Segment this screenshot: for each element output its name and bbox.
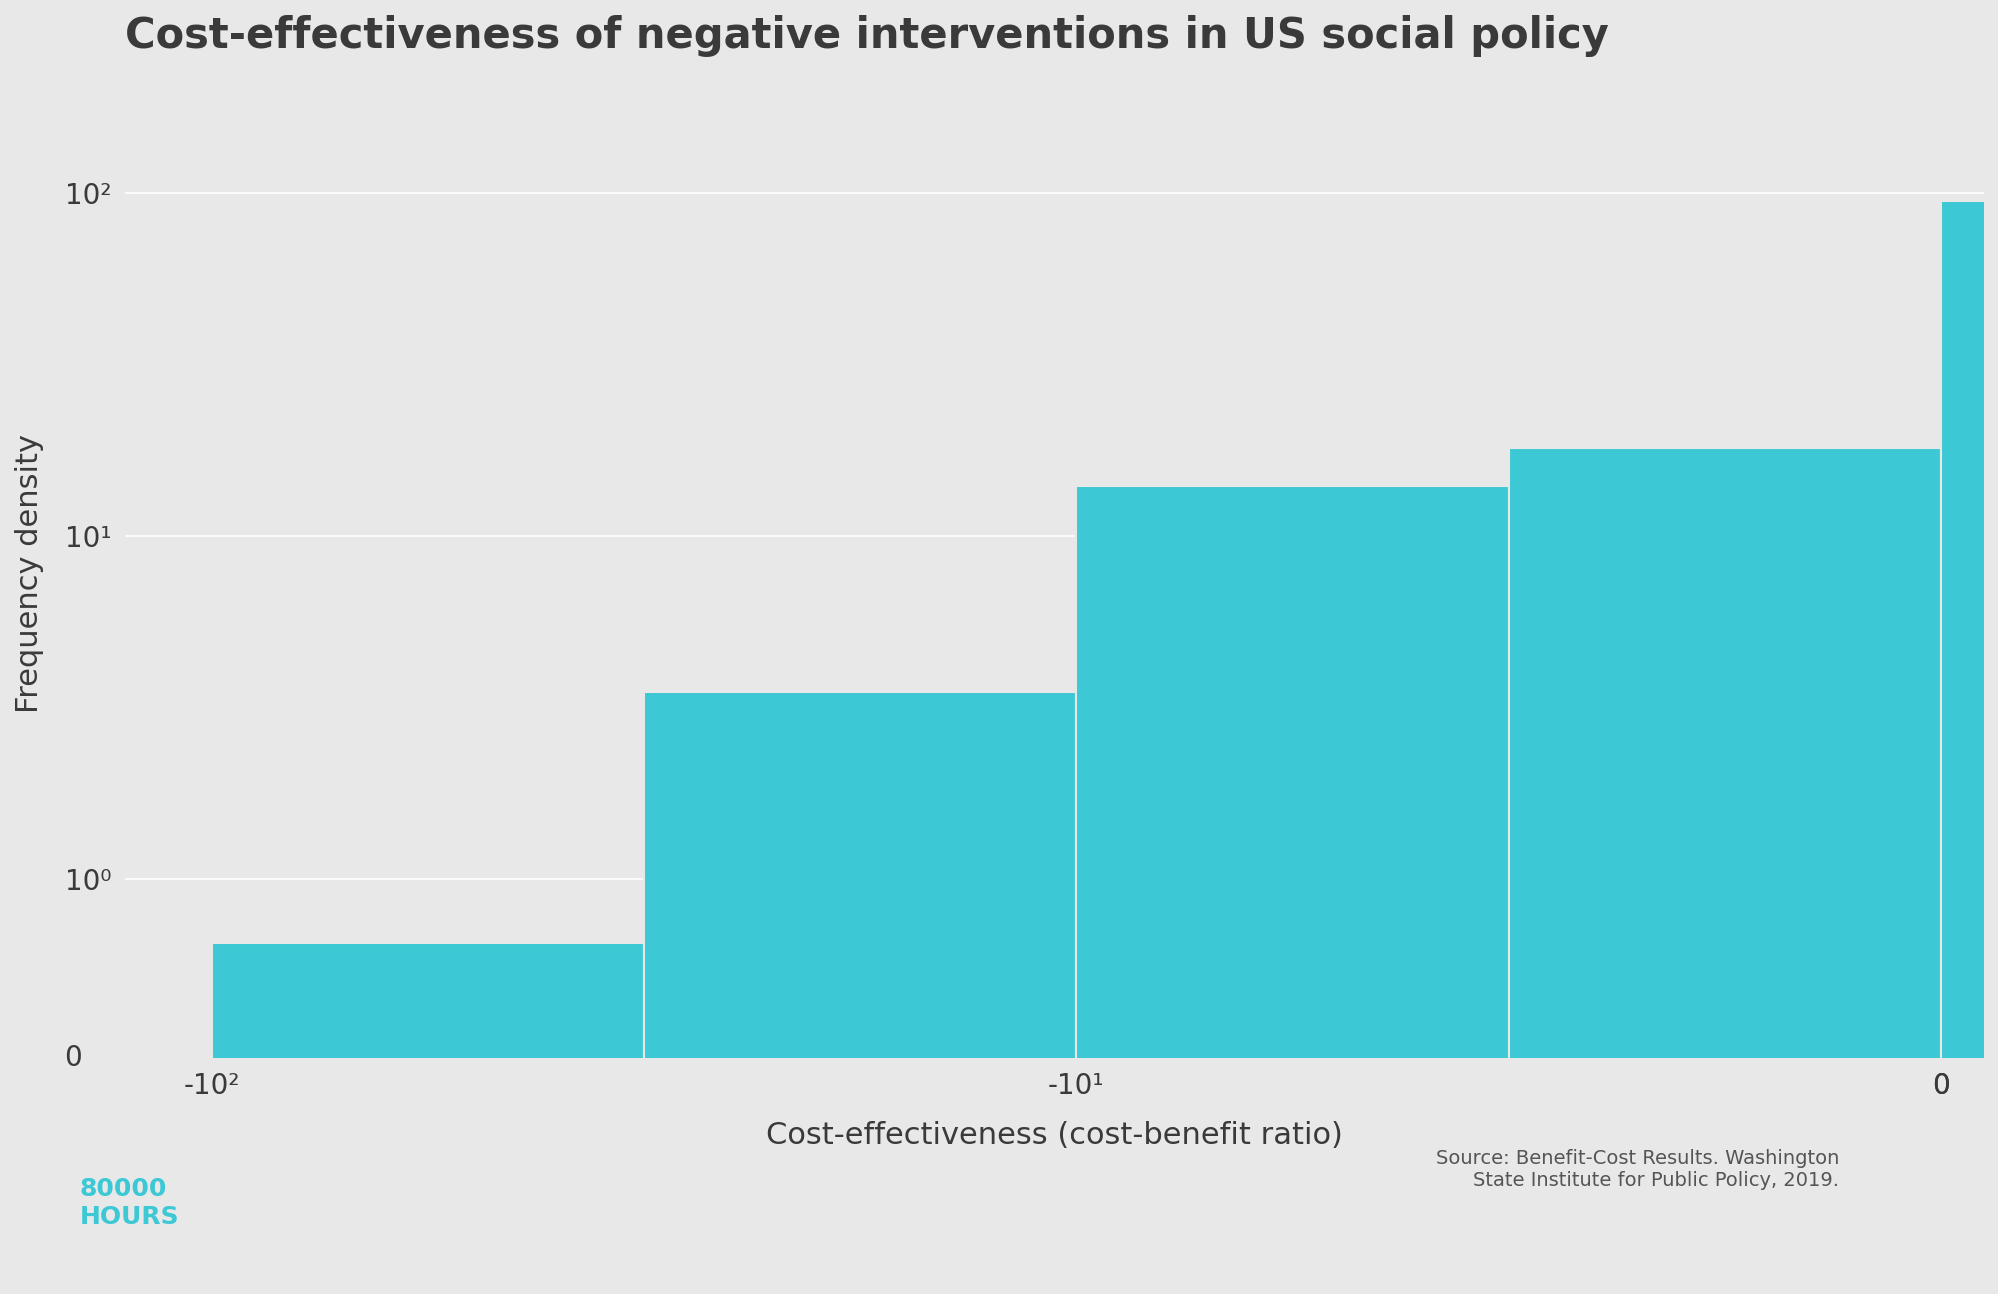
Bar xyxy=(1940,329,1998,1294)
Bar xyxy=(1508,448,1940,1294)
Text: 80000
HOURS: 80000 HOURS xyxy=(80,1178,180,1229)
Bar xyxy=(212,943,643,1294)
Bar xyxy=(1940,201,1998,1294)
Text: Source: Benefit-Cost Results. Washington
State Institute for Public Policy, 2019: Source: Benefit-Cost Results. Washington… xyxy=(1435,1149,1838,1190)
Bar xyxy=(643,692,1075,1294)
X-axis label: Cost-effectiveness (cost-benefit ratio): Cost-effectiveness (cost-benefit ratio) xyxy=(765,1121,1343,1149)
Text: Cost-effectiveness of negative interventions in US social policy: Cost-effectiveness of negative intervent… xyxy=(126,16,1608,57)
Text: 0: 0 xyxy=(64,1044,82,1071)
Y-axis label: Frequency density: Frequency density xyxy=(16,435,44,713)
Bar xyxy=(1075,485,1508,1294)
